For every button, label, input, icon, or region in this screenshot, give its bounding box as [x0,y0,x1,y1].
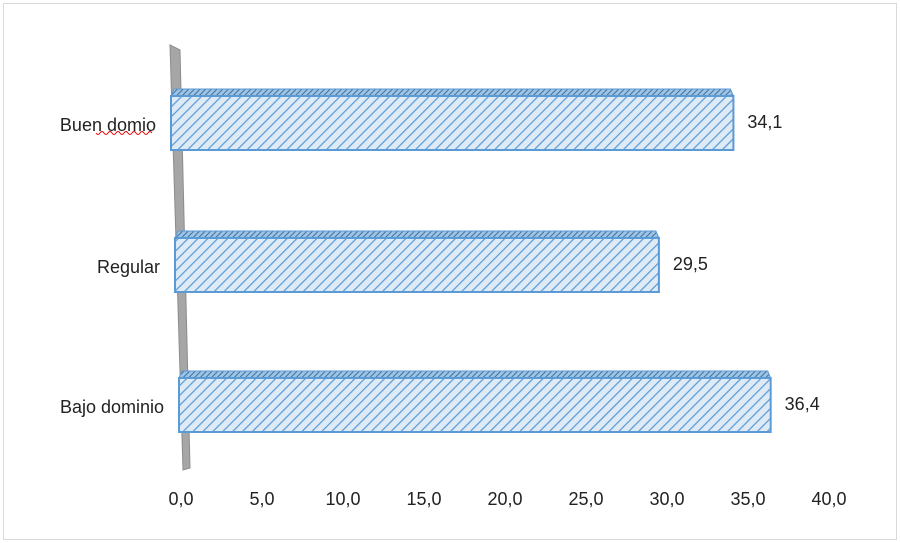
y-tick-label: Bajo dominio [60,397,164,417]
data-label: 29,5 [673,254,708,274]
data-label: 36,4 [785,394,820,414]
x-tick-label: 25,0 [568,489,603,509]
bar [170,95,735,151]
x-tick-label: 40,0 [811,489,846,509]
y-tick-label: Buen domio [60,115,156,135]
data-label: 34,1 [747,112,782,132]
y-tick-label: Regular [97,257,160,277]
x-tick-label: 0,0 [168,489,193,509]
spellcheck-underline [95,131,153,135]
bar-top [170,88,735,97]
x-tick-label: 15,0 [406,489,441,509]
bar [178,377,772,433]
x-tick-label: 10,0 [325,489,360,509]
bar [174,237,660,293]
x-tick-label: 20,0 [487,489,522,509]
bar-top [178,370,772,379]
x-tick-label: 30,0 [649,489,684,509]
bar-top [174,230,660,239]
x-tick-label: 35,0 [730,489,765,509]
x-tick-label: 5,0 [249,489,274,509]
